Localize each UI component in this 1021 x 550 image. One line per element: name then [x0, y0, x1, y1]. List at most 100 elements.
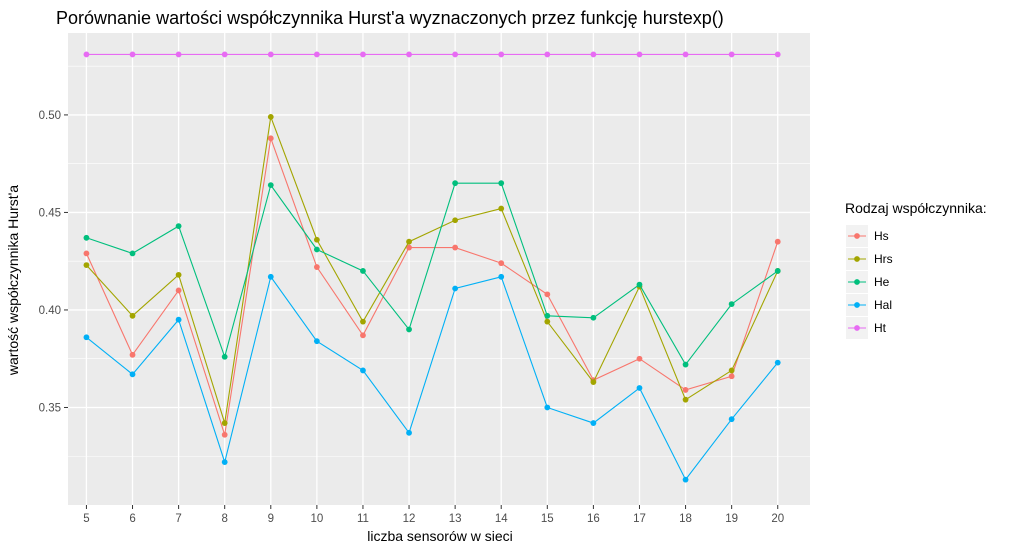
data-point-he: [313, 246, 320, 253]
legend: Rodzaj współczynnika: Hs Hrs He Hal Ht: [845, 200, 987, 339]
legend-key-point: [854, 325, 860, 331]
data-point-hal: [360, 367, 366, 374]
x-tick-label: 11: [357, 513, 369, 525]
data-point-ht: [406, 51, 412, 58]
series-line-hrs: [86, 114, 779, 424]
data-point-ht: [221, 51, 228, 58]
data-point-hal: [175, 316, 182, 323]
legend-item-hs: Hs: [846, 225, 889, 247]
y-tick-label: 0.35: [39, 402, 61, 414]
series-he: [83, 180, 781, 368]
chart-title: Porównanie wartości współczynnika Hurst'…: [56, 8, 724, 28]
data-point-hrs: [360, 318, 366, 325]
x-tick-label: 13: [449, 513, 462, 525]
data-point-hrs: [313, 236, 320, 243]
y-tick-label: 0.40: [39, 305, 61, 317]
data-point-hs: [221, 431, 228, 438]
data-point-hal: [544, 404, 551, 411]
series-line-hs: [85, 138, 779, 435]
data-point-hal: [267, 273, 274, 280]
data-point-he: [83, 234, 90, 241]
legend-item-ht: Ht: [846, 317, 887, 339]
data-point-ht: [360, 51, 366, 58]
data-point-he: [267, 182, 274, 189]
legend-label-hrs: Hrs: [874, 252, 893, 266]
data-point-hrs: [175, 271, 182, 278]
data-point-hal: [452, 285, 459, 292]
legend-key-point: [854, 279, 860, 285]
x-tick-label: 18: [679, 513, 692, 525]
data-point-hal: [406, 429, 412, 436]
data-point-hrs: [267, 113, 274, 120]
data-point-hal: [682, 476, 689, 483]
data-point-hs: [728, 373, 735, 380]
data-point-ht: [452, 51, 459, 58]
legend-key-point: [854, 233, 860, 239]
legend-item-hrs: Hrs: [846, 248, 893, 270]
legend-label-ht: Ht: [874, 321, 887, 335]
legend-item-hal: Hal: [846, 294, 892, 316]
x-tick-label: 15: [541, 513, 554, 525]
legend-key-point: [854, 256, 860, 262]
data-point-hrs: [728, 367, 735, 374]
data-point-he: [406, 326, 412, 333]
data-point-hs: [498, 260, 505, 267]
data-point-hrs: [129, 312, 136, 319]
x-tick-label: 7: [175, 513, 181, 525]
x-tick-label: 6: [129, 513, 135, 525]
data-point-he: [590, 314, 597, 321]
data-point-hs: [360, 332, 366, 339]
data-point-hs: [544, 291, 551, 298]
series-ht: [83, 51, 781, 58]
data-point-ht: [590, 51, 597, 58]
panel-background: [68, 33, 810, 505]
x-tick-label: 19: [725, 513, 738, 525]
data-point-ht: [498, 51, 505, 58]
x-axis: 5 6 7 8 9 10 11 12 13 14 15 16 17 18 19 20: [83, 505, 784, 525]
data-point-he: [452, 180, 459, 187]
data-point-he: [221, 353, 228, 360]
data-point-hal: [728, 416, 735, 423]
y-axis: 0.35 0.40 0.45 0.50: [39, 110, 68, 414]
data-point-ht: [544, 51, 551, 58]
plot-panel: [68, 33, 810, 505]
data-point-hrs: [498, 205, 505, 212]
series-hal: [83, 273, 781, 483]
legend-label-hal: Hal: [874, 298, 892, 312]
data-point-hs: [175, 287, 182, 294]
data-point-hs: [267, 135, 274, 142]
x-tick-label: 8: [221, 513, 227, 525]
x-tick-label: 10: [310, 513, 323, 525]
data-point-hrs: [83, 262, 90, 268]
data-point-hs: [452, 244, 459, 251]
y-tick-label: 0.50: [39, 110, 61, 122]
data-point-he: [544, 312, 551, 319]
data-point-hrs: [406, 238, 412, 245]
x-tick-label: 20: [771, 513, 784, 525]
data-point-hs: [83, 250, 90, 257]
series-line-he: [86, 182, 779, 366]
data-point-ht: [313, 51, 320, 58]
legend-item-he: He: [846, 271, 890, 293]
y-tick-label: 0.45: [39, 207, 61, 219]
x-tick-label: 14: [495, 513, 508, 525]
data-point-hrs: [590, 379, 597, 386]
data-point-hrs: [682, 396, 689, 403]
x-tick-label: 17: [633, 513, 646, 525]
data-point-hal: [590, 420, 597, 426]
x-tick-label: 12: [403, 513, 416, 525]
data-point-hs: [313, 264, 320, 270]
x-tick-label: 5: [83, 513, 89, 525]
data-point-ht: [267, 51, 274, 58]
data-point-hs: [774, 238, 781, 245]
series-hs: [83, 135, 781, 438]
data-point-he: [636, 281, 643, 288]
y-axis-title: wartość współczynnika Hurst'a: [5, 185, 21, 376]
data-point-hs: [636, 355, 643, 362]
data-point-hs: [129, 351, 136, 358]
data-point-ht: [728, 51, 735, 58]
x-tick-label: 16: [587, 513, 600, 525]
series-line-hal: [86, 275, 779, 481]
data-point-hal: [636, 385, 643, 391]
